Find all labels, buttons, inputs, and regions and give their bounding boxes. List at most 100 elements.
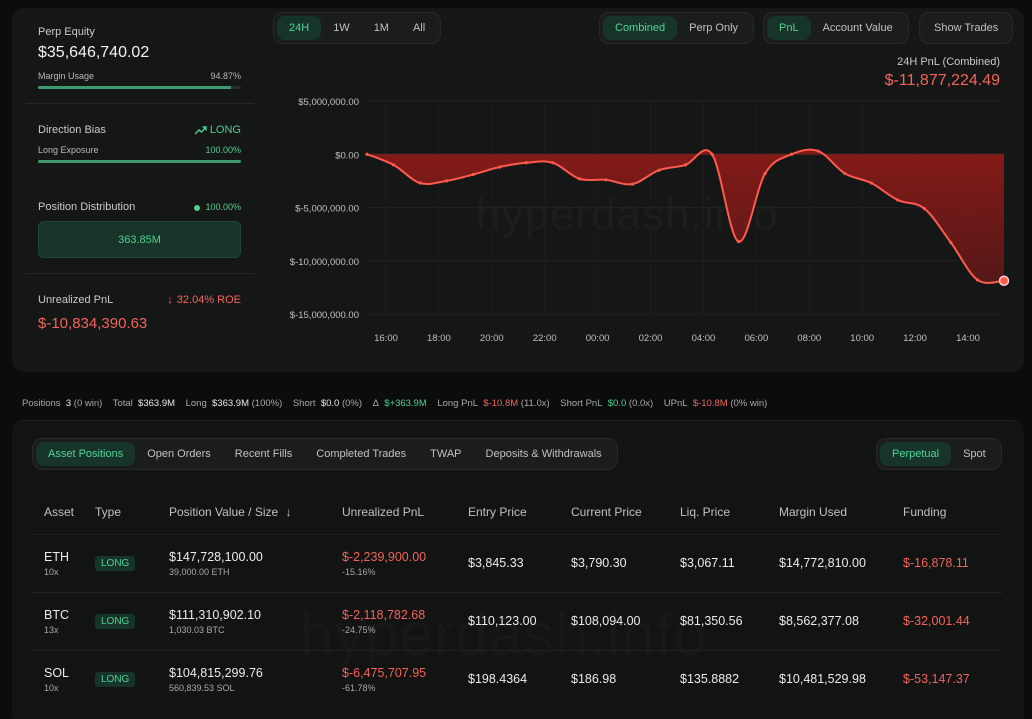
cell-margin-used: $8,562,377.08 <box>779 591 903 650</box>
divider <box>26 273 254 274</box>
tab-completed-trades[interactable]: Completed Trades <box>316 448 407 460</box>
current-point-marker[interactable] <box>998 275 1010 286</box>
cell-unrealized-pnl: $-2,118,782.68 -24.75% <box>342 591 468 650</box>
sort-down-icon[interactable]: ↓ <box>285 504 292 519</box>
x-tick-label: 04:00 <box>692 333 716 344</box>
long-exposure-value: 100.00% <box>205 145 241 155</box>
short-pnl-stat: Short PnL $0.0 (0.0x) <box>560 398 653 409</box>
show-trades-toggle[interactable]: Show Trades <box>919 12 1014 44</box>
table-row[interactable]: SOL 10x LONG $104,815,299.76 560,839.53 SOL $… <box>32 649 1003 708</box>
cell-entry-price: $198.4364 <box>468 649 571 708</box>
tab-deposits-withdrawals[interactable]: Deposits & Withdrawals <box>485 448 602 460</box>
unrealized-pnl: $-2,239,900.00 <box>342 549 427 564</box>
upnl-value: $-10.8M <box>692 398 728 409</box>
tab-market-spot[interactable]: Spot <box>963 448 986 460</box>
cell-liq-price: $135.8882 <box>680 649 779 708</box>
data-point <box>922 206 926 211</box>
chart-headline-value: $-11,877,224.49 <box>884 72 1000 89</box>
cell-unrealized-pnl: $-2,239,900.00 -15.16% <box>342 533 468 592</box>
tab-mode-perp-only[interactable]: Perp Only <box>689 22 739 34</box>
cell-entry-price: $110,123.00 <box>468 591 571 650</box>
tab-range-all[interactable]: All <box>412 22 426 34</box>
roe-indicator: ↓ 32.04% ROE <box>167 294 241 306</box>
header-margin-used[interactable]: Margin Used <box>779 504 848 519</box>
direction-bias-value: LONG <box>209 124 241 136</box>
tab-mode-combined[interactable]: Combined <box>603 16 678 40</box>
position-value: $147,728,100.00 <box>169 549 263 564</box>
tab-range-24h[interactable]: 24H <box>277 16 322 40</box>
type-badge: LONG <box>95 556 136 571</box>
position-distribution-indicator: 100.00% <box>194 202 241 212</box>
unrealized-pnl: $-2,118,782.68 <box>342 607 426 622</box>
delta-stat: Δ $+363.9M <box>373 398 427 409</box>
short-pnl-value: $0.0 <box>607 398 627 409</box>
delta-label: Δ <box>372 398 379 409</box>
position-distribution-bar[interactable]: 363.85M <box>38 221 241 258</box>
total-value: $363.9M <box>138 398 176 409</box>
asset-name: ETH <box>44 549 69 564</box>
tab-twap[interactable]: TWAP <box>430 448 462 460</box>
tab-metric-pnl[interactable]: PnL <box>767 16 811 40</box>
show-trades-button[interactable]: Show Trades <box>934 22 999 34</box>
data-point <box>949 241 953 245</box>
tab-open-orders[interactable]: Open Orders <box>147 448 211 460</box>
positions-win: (0 win) <box>73 398 103 409</box>
pnl-chart[interactable]: $5,000,000.00 $0.00 $-5,000,000.00 $-10,000… <box>0 0 1032 372</box>
header-unrealized-pnl[interactable]: Unrealized PnL <box>342 504 425 519</box>
type-badge: LONG <box>95 614 136 629</box>
margin-usage-label: Margin Usage <box>38 71 95 81</box>
table-row[interactable]: ETH 10x LONG $147,728,100.00 39,000.00 ETH $-… <box>32 533 1003 592</box>
x-tick-label: 08:00 <box>797 333 821 344</box>
cell-type: LONG <box>95 533 169 592</box>
x-tick-label: 10:00 <box>850 333 874 344</box>
cell-asset[interactable]: SOL 10x <box>32 649 95 708</box>
header-funding[interactable]: Funding <box>903 504 947 519</box>
data-point <box>816 149 820 153</box>
long-pnl-x: (11.0x) <box>520 398 550 409</box>
cell-unrealized-pnl: $-6,475,707.95 -61.78% <box>342 649 468 708</box>
position-size: 560,839.53 SOL <box>169 682 235 693</box>
position-distribution-label: Position Distribution <box>38 201 136 213</box>
margin-usage-value: 94.87% <box>210 71 241 81</box>
tab-market-perpetual[interactable]: Perpetual <box>880 442 952 466</box>
unrealized-pnl-pct: -61.78% <box>342 682 376 693</box>
header-position-value[interactable]: Position Value / Size ↓ <box>169 490 342 534</box>
x-tick-label: 12:00 <box>903 333 927 344</box>
tab-range-1w[interactable]: 1W <box>333 22 350 34</box>
long-exposure-fill <box>38 160 241 163</box>
cell-entry-price: $3,845.33 <box>468 533 571 592</box>
table-row[interactable]: BTC 13x LONG $111,310,902.10 1,030.03 BTC $-2… <box>32 591 1003 650</box>
asset-leverage: 10x <box>44 566 59 577</box>
header-current-price[interactable]: Current Price <box>571 504 642 519</box>
x-tick-label: 00:00 <box>586 333 610 344</box>
asset-leverage: 10x <box>44 682 59 693</box>
short-pct: (0%) <box>341 398 363 409</box>
pnl-area-fill <box>367 149 1004 283</box>
x-tick-label: 02:00 <box>639 333 663 344</box>
tab-recent-fills[interactable]: Recent Fills <box>234 448 293 460</box>
position-distribution-pct: 100.00% <box>205 202 241 212</box>
position-size: 39,000.00 ETH <box>169 566 230 577</box>
header-entry-price[interactable]: Entry Price <box>468 504 527 519</box>
y-tick-label: $-5,000,000.00 <box>295 204 359 215</box>
header-liq-price[interactable]: Liq. Price <box>680 504 731 519</box>
total-label: Total <box>112 398 133 409</box>
data-point <box>365 152 369 156</box>
type-badge: LONG <box>95 672 136 688</box>
tab-asset-positions[interactable]: Asset Positions <box>36 442 136 466</box>
direction-bias-indicator: LONG <box>194 124 241 136</box>
long-stat: Long $363.9M (100%) <box>186 398 283 409</box>
data-point <box>710 152 714 156</box>
header-type[interactable]: Type <box>95 504 122 519</box>
cell-asset[interactable]: BTC 13x <box>32 591 95 650</box>
cell-asset[interactable]: ETH 10x <box>32 533 95 592</box>
tab-range-1m[interactable]: 1M <box>373 22 389 34</box>
dot-icon <box>194 204 201 211</box>
x-tick-label: 18:00 <box>427 333 451 344</box>
cell-margin-used: $14,772,810.00 <box>779 533 903 592</box>
tab-metric-account-value[interactable]: Account Value <box>822 22 893 34</box>
position-size: 1,030.03 BTC <box>169 624 225 635</box>
direction-bias-label: Direction Bias <box>38 124 106 136</box>
header-asset[interactable]: Asset <box>44 504 75 519</box>
delta-value: $+363.9M <box>384 398 427 409</box>
